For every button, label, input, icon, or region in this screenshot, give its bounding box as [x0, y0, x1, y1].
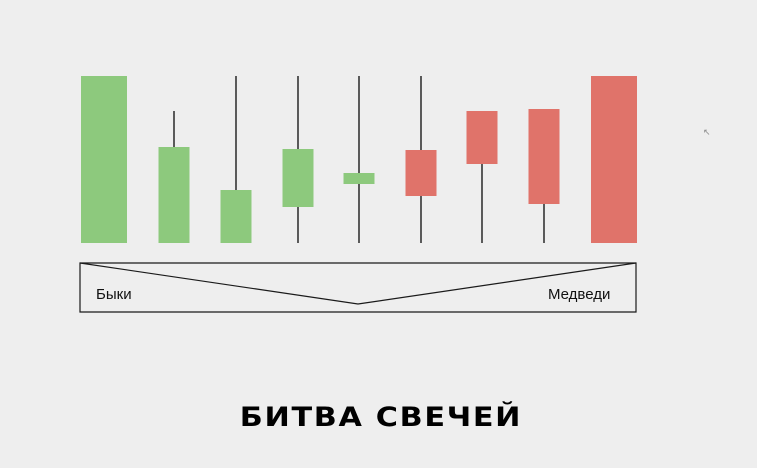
candle-8-bearish: [528, 109, 560, 243]
bulls-label: Быки: [96, 286, 132, 303]
candle-body: [282, 149, 314, 207]
candles-group: [81, 76, 637, 243]
candle-2-bullish: [158, 111, 190, 243]
candle-1-bullish: [81, 76, 127, 243]
candle-body: [158, 147, 190, 243]
candle-4-bullish: [282, 76, 314, 243]
bracket-v-line: [79, 262, 637, 305]
diagram-title: БИТВА СВЕЧЕЙ: [239, 402, 523, 433]
candle-body: [220, 190, 252, 243]
bulls-bears-bracket: [79, 262, 637, 313]
candle-7-bearish: [466, 111, 498, 243]
candle-3-bullish: [220, 76, 252, 243]
candle-5-bullish: [343, 76, 375, 243]
candle-6-bearish: [405, 76, 437, 243]
bears-label: Медведи: [548, 286, 611, 303]
candle-9-bearish: [591, 76, 637, 243]
candle-body: [343, 173, 375, 184]
mouse-pointer-icon: ↖: [703, 128, 711, 138]
candle-body: [81, 76, 127, 243]
candle-body: [591, 76, 637, 243]
candle-body: [405, 150, 437, 196]
candle-body: [466, 111, 498, 164]
candle-body: [528, 109, 560, 204]
